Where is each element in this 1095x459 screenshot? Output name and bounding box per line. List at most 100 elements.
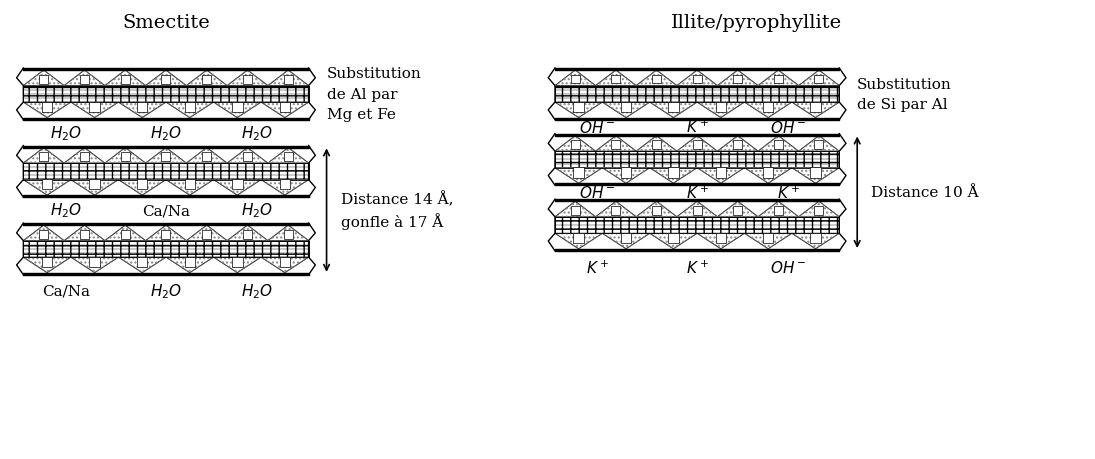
Bar [555,86,839,103]
Bar [652,207,661,215]
Bar [161,75,171,84]
Polygon shape [214,180,261,196]
Bar [611,207,621,215]
Polygon shape [105,71,146,86]
Polygon shape [758,136,798,152]
Polygon shape [65,226,105,241]
Polygon shape [649,234,698,249]
Polygon shape [745,168,792,184]
Bar [232,102,242,113]
Bar [42,102,53,113]
Bar [42,179,53,190]
Bar [80,230,89,239]
Bar [243,230,252,239]
Bar [120,75,129,84]
Text: $H_2O$: $H_2O$ [150,281,182,300]
Bar [120,153,129,162]
Polygon shape [758,71,798,86]
Bar [815,141,823,150]
Polygon shape [166,180,214,196]
Polygon shape [261,180,309,196]
Bar [39,75,48,84]
Polygon shape [23,103,71,118]
Polygon shape [186,148,227,164]
Bar [185,257,195,268]
Bar [734,207,742,215]
Bar [621,168,631,178]
Text: $K^+$: $K^+$ [586,259,609,276]
Text: $H_2O$: $H_2O$ [50,124,82,143]
Polygon shape [798,71,839,86]
Polygon shape [261,103,309,118]
Text: Smectite: Smectite [123,14,210,32]
Polygon shape [792,103,839,118]
Polygon shape [596,71,636,86]
Polygon shape [71,257,118,273]
Bar [716,102,726,113]
Bar [570,141,579,150]
Bar [279,179,290,190]
Bar [203,75,211,84]
Bar [734,75,742,84]
Polygon shape [745,234,792,249]
Polygon shape [798,136,839,152]
Bar [611,141,621,150]
Text: $OH^-$: $OH^-$ [579,185,615,201]
Polygon shape [261,257,309,273]
Text: $H_2O$: $H_2O$ [150,124,182,143]
Bar [279,102,290,113]
Polygon shape [71,180,118,196]
Polygon shape [146,148,186,164]
Polygon shape [555,71,596,86]
Text: Ca/Na: Ca/Na [42,284,90,297]
Polygon shape [555,202,596,217]
Bar [120,230,129,239]
Text: Substitution
de Al par
Mg et Fe: Substitution de Al par Mg et Fe [326,67,422,122]
Polygon shape [602,168,649,184]
Polygon shape [146,226,186,241]
Polygon shape [649,168,698,184]
Polygon shape [118,103,166,118]
Text: Distance 14 Å,
gonfle à 17 Å: Distance 14 Å, gonfle à 17 Å [341,192,453,230]
Bar [815,75,823,84]
Polygon shape [105,226,146,241]
Text: $OH^-$: $OH^-$ [770,119,806,135]
Bar [137,257,148,268]
Bar [161,230,171,239]
Bar [611,75,621,84]
Bar [652,75,661,84]
Polygon shape [227,226,268,241]
Polygon shape [23,257,71,273]
Text: Illite/pyrophyllite: Illite/pyrophyllite [671,14,842,32]
Text: Ca/Na: Ca/Na [142,204,189,218]
Polygon shape [698,103,745,118]
Bar [232,257,242,268]
Bar [763,168,773,178]
Polygon shape [268,71,309,86]
Bar [555,217,839,234]
Polygon shape [792,168,839,184]
Bar [555,152,839,168]
Polygon shape [71,103,118,118]
Bar [39,230,48,239]
Text: $K^+$: $K^+$ [685,184,708,202]
Bar [42,257,53,268]
Polygon shape [758,202,798,217]
Bar [763,233,773,244]
Polygon shape [555,168,602,184]
Polygon shape [717,136,758,152]
Bar [668,102,679,113]
Bar [810,233,821,244]
Text: $OH^-$: $OH^-$ [770,260,806,275]
Bar [137,179,148,190]
Polygon shape [105,148,146,164]
Polygon shape [23,71,65,86]
Bar [668,168,679,178]
Polygon shape [677,71,717,86]
Bar [90,257,100,268]
Bar [693,141,702,150]
Bar [243,75,252,84]
Polygon shape [146,71,186,86]
Bar [284,153,292,162]
Text: $H_2O$: $H_2O$ [241,202,274,220]
